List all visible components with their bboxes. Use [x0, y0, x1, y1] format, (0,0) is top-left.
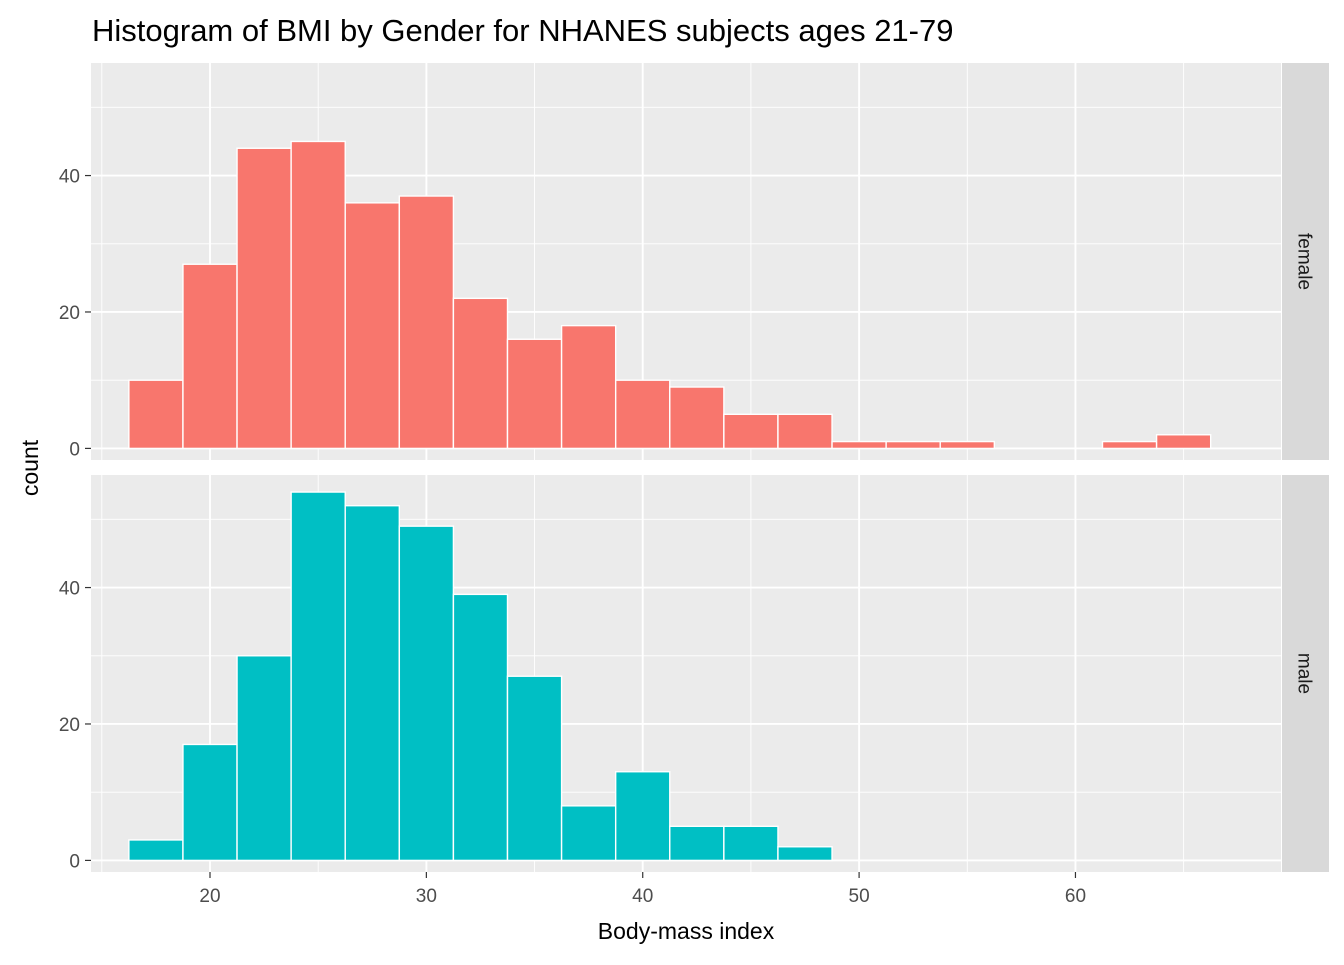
y-tick-label: 20 — [59, 303, 80, 324]
facet-panel-female: 0 20 40 female — [59, 63, 1329, 460]
histogram-bar — [723, 413, 779, 450]
histogram-bar — [236, 147, 292, 450]
facet-panels: 0 20 40 female 0 20 40 male — [59, 63, 1329, 872]
x-axis-title: Body-mass index — [598, 918, 775, 944]
histogram-bar — [885, 440, 941, 450]
x-tick-label: 60 — [1065, 886, 1086, 907]
y-tick-label: 20 — [59, 715, 80, 736]
facet-strip — [1282, 63, 1329, 460]
histogram-bar — [236, 655, 292, 862]
histogram-bar — [452, 593, 509, 862]
y-tick-label: 40 — [59, 579, 80, 600]
y-tick-label: 0 — [69, 439, 80, 460]
facet-panel-male: 0 20 40 male — [59, 475, 1329, 872]
histogram-bar — [128, 379, 184, 450]
facet-strip-label: female — [1294, 233, 1315, 290]
x-tick-label: 30 — [416, 886, 437, 907]
histogram-bar — [182, 743, 238, 862]
histogram-bar — [1101, 440, 1158, 450]
histogram-bar — [614, 771, 671, 862]
y-axis-title: count — [17, 439, 43, 496]
histogram-bar — [669, 825, 725, 862]
histogram-bar — [831, 440, 887, 450]
histogram-bar — [128, 839, 184, 862]
histogram-bar — [777, 846, 833, 862]
histogram-bar — [560, 805, 617, 862]
histogram-bar — [398, 195, 455, 450]
histogram-bar — [344, 202, 401, 450]
histogram-bar — [506, 338, 563, 450]
x-axis: 20 30 40 50 60 — [199, 872, 1086, 907]
x-tick-label: 20 — [199, 886, 220, 907]
histogram-bar — [398, 525, 455, 862]
chart-title: Histogram of BMI by Gender for NHANES su… — [92, 13, 953, 48]
histogram-bar — [182, 263, 238, 450]
histogram-bar — [777, 413, 833, 450]
bars-male — [128, 491, 833, 862]
histogram-bar — [939, 440, 996, 450]
histogram-bar — [669, 386, 725, 450]
histogram-bar — [344, 504, 401, 862]
histogram-bar — [290, 491, 346, 862]
histogram-bar — [290, 140, 346, 450]
x-tick-label: 40 — [632, 886, 653, 907]
histogram-bar — [614, 379, 671, 450]
facet-strip-label: male — [1294, 653, 1315, 694]
x-tick-label: 50 — [849, 886, 870, 907]
histogram-bar — [506, 675, 563, 862]
bars-female — [128, 140, 1212, 450]
histogram-bar — [560, 324, 617, 450]
y-tick-label: 0 — [69, 851, 80, 872]
y-tick-label: 40 — [59, 167, 80, 188]
histogram-bar — [1155, 434, 1212, 450]
facet-strip — [1282, 475, 1329, 872]
histogram-bar — [723, 825, 779, 862]
histogram-bar — [452, 297, 509, 450]
